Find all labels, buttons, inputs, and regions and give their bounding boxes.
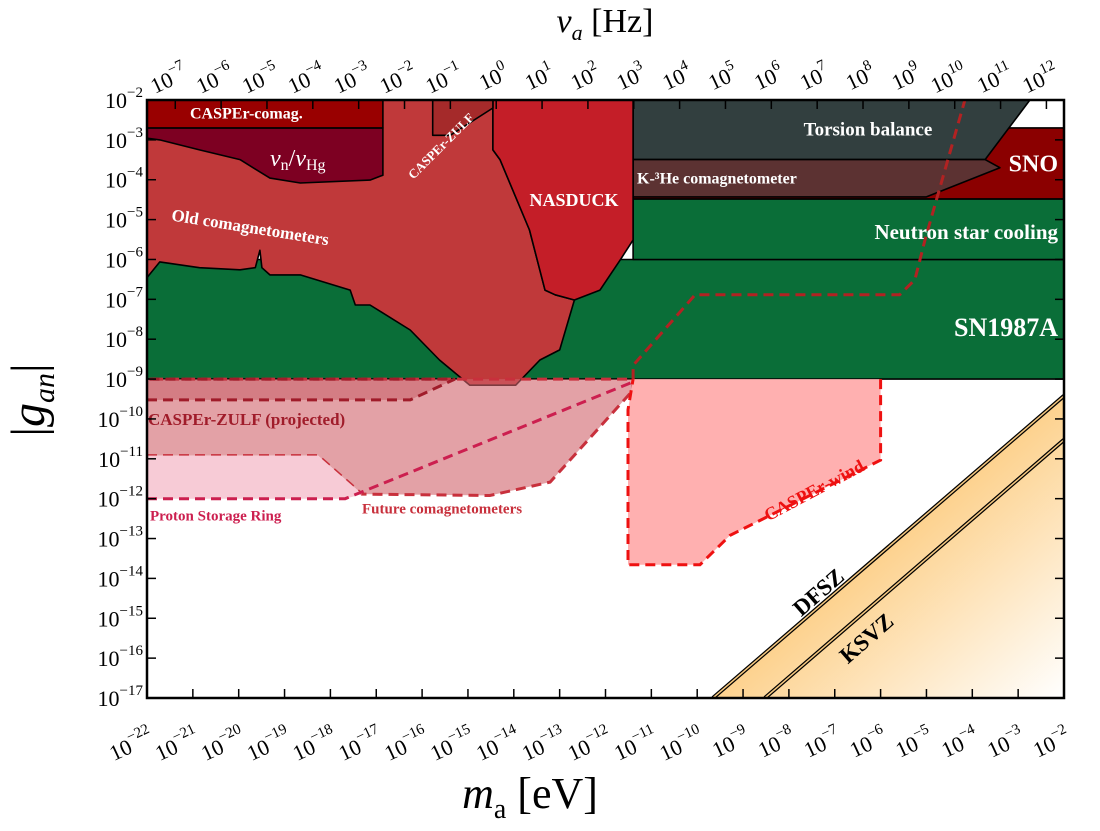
y-tick-label: 10−5 xyxy=(105,205,143,233)
x-tick-label: 10−10 xyxy=(654,721,707,766)
x2-tick-label: 10−4 xyxy=(283,57,330,99)
curve xyxy=(147,380,634,501)
y-tick-label: 10−3 xyxy=(105,125,143,153)
annotation: CASPEr-comag. xyxy=(190,106,303,123)
x-tick-label: 10−12 xyxy=(563,721,616,766)
y-tick-label: 10−2 xyxy=(105,85,143,113)
x2-tick-label: 1010 xyxy=(925,57,970,98)
x-tick-label: 10−17 xyxy=(333,721,386,766)
x2-tick-label: 10−7 xyxy=(145,57,192,99)
x2-tick-label: 101 xyxy=(520,57,559,95)
annotation: Torsion balance xyxy=(804,119,933,140)
x2-tick-label: 108 xyxy=(841,57,880,95)
region-boundary xyxy=(147,377,456,402)
x2-tick-label: 10−2 xyxy=(374,57,420,98)
curve xyxy=(631,100,967,380)
y-tick-label: 10−9 xyxy=(105,364,143,392)
x-tick-label: 10−19 xyxy=(242,721,295,766)
x2-tick-label: 1011 xyxy=(972,57,1017,98)
annotation: SN1987A xyxy=(954,313,1058,342)
y-tick-label: 10−12 xyxy=(98,484,143,512)
y-tick-label: 10−10 xyxy=(98,404,143,432)
x-tick-label: 10−9 xyxy=(707,721,753,762)
region xyxy=(628,379,881,565)
region xyxy=(147,100,384,129)
x2-tick-label: 10−1 xyxy=(420,57,466,98)
x-tick-label: 10−2 xyxy=(1028,721,1074,762)
x-tick-label: 10−21 xyxy=(150,721,203,766)
x-tick-label: 10−11 xyxy=(609,721,662,765)
x-tick-label: 10−18 xyxy=(287,721,340,766)
plot-area xyxy=(147,100,1064,698)
y-tick-label: 10−4 xyxy=(105,165,143,193)
x-tick-label: 10−16 xyxy=(379,721,432,766)
region xyxy=(431,100,494,137)
region xyxy=(147,379,455,400)
x2-tick-label: 100 xyxy=(474,57,513,95)
x2-tick-label: 10−5 xyxy=(237,57,283,98)
y-tick-label: 10−7 xyxy=(105,284,143,312)
y-tick-label: 10−6 xyxy=(105,244,143,272)
x-tick-label: 10−5 xyxy=(890,721,936,762)
x-tick-label: 10−15 xyxy=(425,721,478,766)
y-tick-label: 10−15 xyxy=(98,603,143,631)
region xyxy=(147,455,362,499)
x-tick-label: 10−20 xyxy=(196,721,249,766)
x2-tick-label: 105 xyxy=(703,57,742,95)
y-axis-label: |gan| xyxy=(2,363,61,436)
region-boundary xyxy=(626,378,883,567)
x2-tick-label: 103 xyxy=(611,57,650,95)
y-tick-label: 10−13 xyxy=(98,524,143,552)
x2-tick-label: 1012 xyxy=(1017,57,1062,98)
y-tick-label: 10−14 xyxy=(98,563,144,591)
x2-tick-label: 109 xyxy=(886,57,925,95)
annotation: Proton Storage Ring xyxy=(150,508,282,524)
y-tick-label: 10−17 xyxy=(98,683,144,711)
curve-inner xyxy=(764,439,1064,698)
x2-tick-label: 102 xyxy=(565,57,604,95)
curve-inner xyxy=(712,395,1064,698)
region xyxy=(492,100,634,301)
x2-tick-label: 106 xyxy=(749,57,788,95)
annotation: Neutron star cooling xyxy=(874,220,1058,244)
annotation: νn/νHg xyxy=(270,146,326,174)
annotation: SNO xyxy=(1009,152,1058,178)
annotation: NASDUCK xyxy=(529,190,618,210)
x-tick-label: 10−6 xyxy=(844,721,891,763)
region xyxy=(147,379,634,496)
annotation: K-³He comagnetometer xyxy=(637,171,797,188)
x2-tick-label: 10−3 xyxy=(329,57,375,98)
y-tick-label: 10−16 xyxy=(98,643,144,671)
x-axis-label: ma [eV] xyxy=(462,769,598,825)
x2-tick-label: 10−6 xyxy=(191,57,238,99)
x2-tick-label: 104 xyxy=(657,57,696,95)
x2-axis-label: νa [Hz] xyxy=(557,3,654,45)
x-tick-label: 10−3 xyxy=(982,721,1028,762)
x-tick-label: 10−14 xyxy=(471,721,524,766)
annotation: CASPEr-ZULF (projected) xyxy=(148,410,345,429)
y-tick-label: 10−11 xyxy=(98,444,143,472)
x-tick-label: 10−22 xyxy=(104,721,157,766)
x-tick-label: 10−8 xyxy=(753,721,799,762)
x-tick-label: 10−4 xyxy=(936,721,983,763)
annotation: Future comagnetometers xyxy=(362,501,522,517)
x2-tick-label: 107 xyxy=(795,57,834,95)
x-tick-label: 10−7 xyxy=(799,721,846,763)
x-tick-label: 10−13 xyxy=(517,721,570,766)
y-tick-label: 10−8 xyxy=(105,324,143,352)
